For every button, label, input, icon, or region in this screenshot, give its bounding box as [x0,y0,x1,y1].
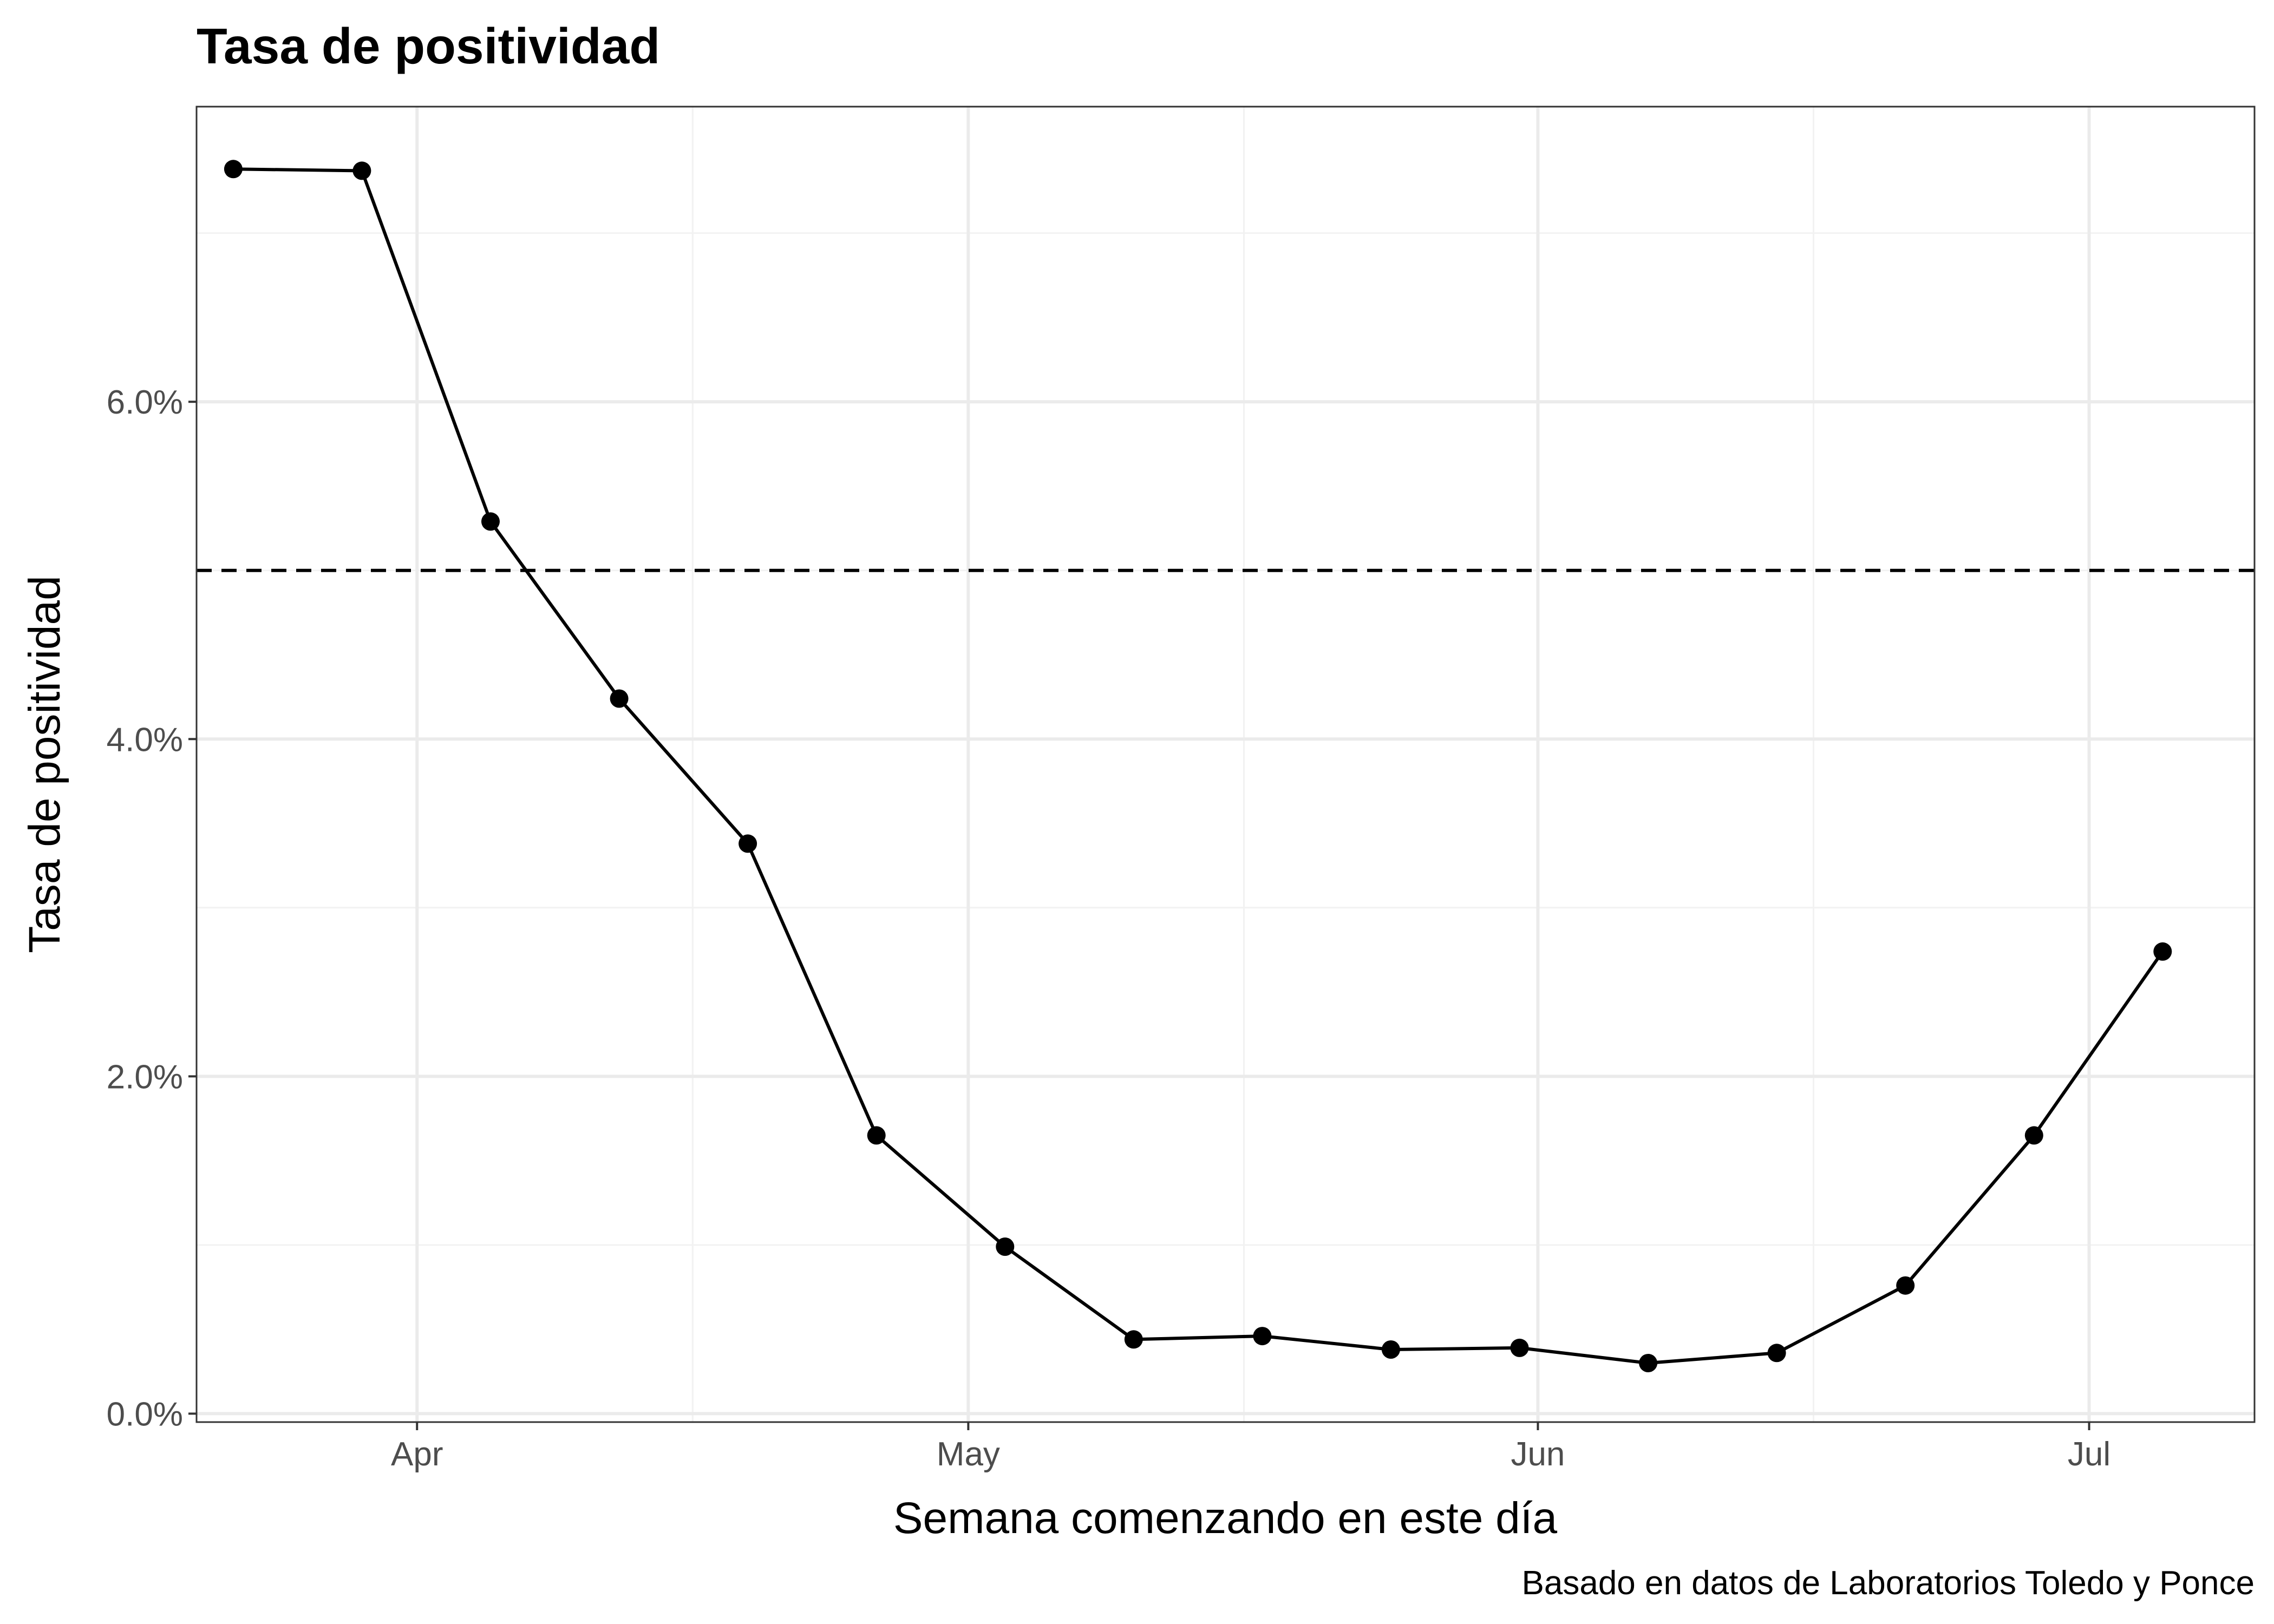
ticks-layer: 0.0% 2.0% 4.0% 6.0% Apr May Jun Jul [107,384,2111,1473]
grid-major [197,107,2255,1422]
data-point [1124,1330,1143,1349]
x-tick-label: Jun [1511,1436,1565,1473]
series-line [233,167,2164,1365]
data-point [739,834,757,853]
data-point [352,161,371,180]
data-point [224,160,243,179]
y-tick-label: 6.0% [107,384,183,421]
chart-title: Tasa de positividad [197,18,660,74]
y-tick-label: 2.0% [107,1058,183,1096]
x-axis-title: Semana comenzando en este día [893,1494,1558,1543]
data-point [1639,1354,1658,1372]
y-tick-label: 4.0% [107,721,183,758]
data-point [867,1126,886,1145]
panel-border [195,106,2256,1423]
series-layer [233,167,2164,1365]
y-tick-label: 0.0% [107,1396,183,1433]
data-point [2153,942,2172,961]
data-point [481,512,500,531]
data-point [1253,1327,1272,1346]
x-tick-label: May [937,1436,1000,1473]
x-tick-label: Jul [2068,1436,2110,1473]
data-point [610,689,629,708]
points-layer [224,160,2172,1372]
y-axis-title: Tasa de positividad [20,575,69,953]
grid-minor [197,107,2255,1422]
data-point [2024,1126,2043,1145]
data-point [1510,1338,1529,1357]
caption: Basado en datos de Laboratorios Toledo y… [1522,1564,2255,1602]
data-point [1896,1276,1915,1295]
x-tick-label: Apr [391,1436,443,1473]
data-point [996,1237,1015,1256]
data-point [1767,1344,1786,1363]
data-point [1381,1340,1400,1359]
